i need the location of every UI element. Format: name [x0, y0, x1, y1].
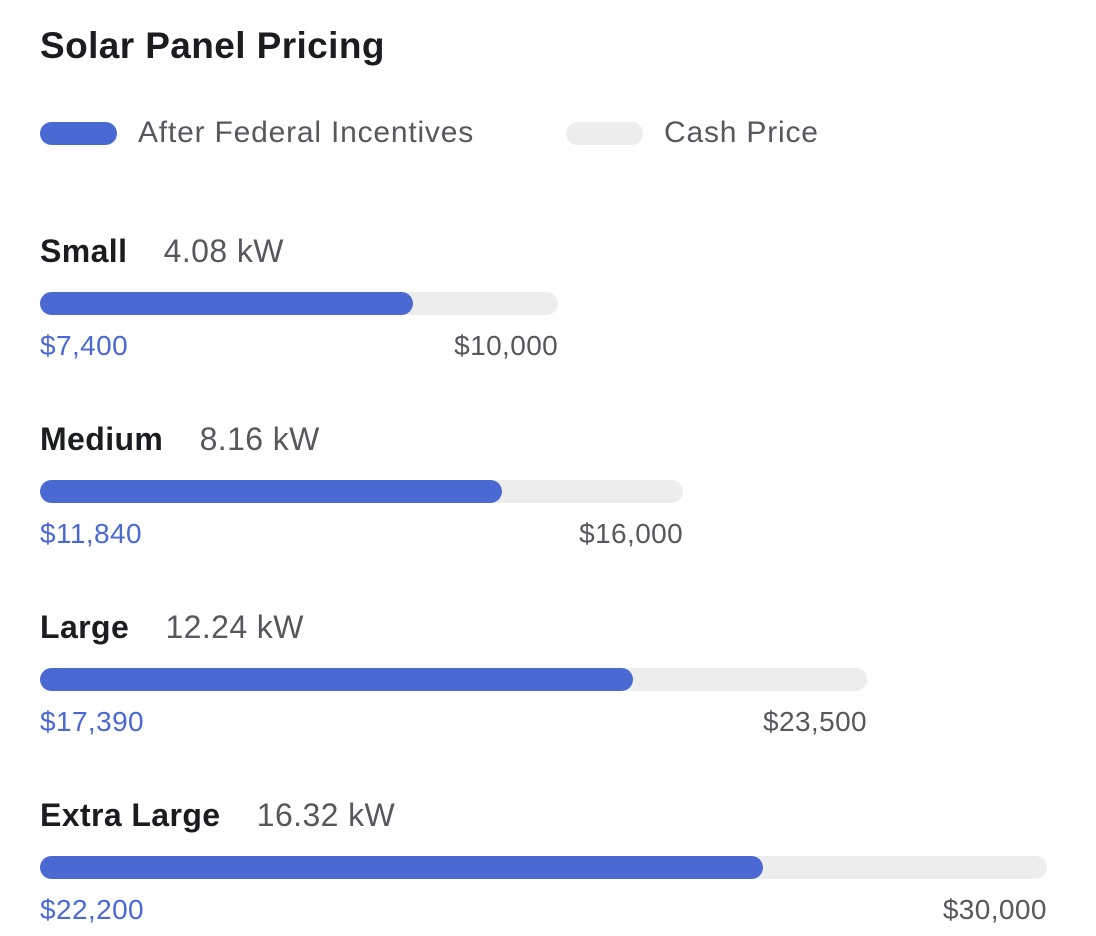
price-row: $22,200 $30,000 [40, 893, 1047, 926]
price-row: $7,400 $10,000 [40, 329, 558, 362]
after-incentives-bar [40, 292, 414, 315]
legend-label-cash-price: Cash Price [664, 116, 819, 149]
after-incentives-price-label: $11,840 [40, 518, 142, 549]
cash-price-label: $10,000 [454, 330, 559, 361]
capacity-label: 4.08 kW [163, 233, 284, 269]
row-header: Large 12.24 kW [40, 607, 1056, 647]
price-row: $11,840 $16,000 [40, 517, 683, 550]
cash-price-label: $16,000 [579, 518, 684, 549]
size-label: Medium [40, 421, 164, 457]
page-title: Solar Panel Pricing [40, 25, 385, 66]
after-incentives-price-label: $22,200 [40, 894, 145, 925]
legend-item-cash-price: Cash Price [566, 116, 819, 150]
row-header: Medium 8.16 kW [40, 419, 1056, 459]
cash-price-label: $23,500 [763, 706, 868, 737]
price-row: $17,390 $23,500 [40, 705, 867, 738]
size-label: Small [40, 233, 128, 269]
row-header: Small 4.08 kW [40, 231, 1056, 271]
after-incentives-bar [40, 480, 503, 503]
cash-price-swatch [566, 121, 644, 145]
capacity-label: 16.32 kW [256, 797, 396, 833]
pricing-row: Medium 8.16 kW $11,840 $16,000 [40, 419, 1056, 550]
row-header: Extra Large 16.32 kW [40, 795, 1056, 835]
size-label: Large [40, 609, 130, 645]
capacity-label: 12.24 kW [165, 609, 304, 645]
pricing-rows: Small 4.08 kW $7,400 $10,000 Medium 8.16… [40, 231, 1056, 926]
cash-price-bar [40, 292, 559, 315]
cash-price-label: $30,000 [942, 894, 1047, 925]
cash-price-bar [40, 856, 1047, 879]
after-incentives-bar [40, 856, 763, 879]
after-incentives-swatch [40, 121, 117, 145]
cash-price-bar [40, 480, 684, 503]
pricing-row: Large 12.24 kW $17,390 $23,500 [40, 607, 1056, 738]
capacity-label: 8.16 kW [199, 421, 320, 457]
pricing-row: Extra Large 16.32 kW $22,200 $30,000 [40, 795, 1056, 926]
size-label: Extra Large [40, 797, 221, 833]
pricing-row: Small 4.08 kW $7,400 $10,000 [40, 231, 1056, 362]
legend-item-after-incentives: After Federal Incentives [40, 116, 474, 150]
after-incentives-price-label: $7,400 [40, 330, 129, 361]
after-incentives-bar [40, 668, 633, 691]
legend: After Federal Incentives Cash Price [40, 115, 1056, 151]
legend-label-after-incentives: After Federal Incentives [138, 116, 475, 149]
after-incentives-price-label: $17,390 [40, 706, 145, 737]
cash-price-bar [40, 668, 868, 691]
